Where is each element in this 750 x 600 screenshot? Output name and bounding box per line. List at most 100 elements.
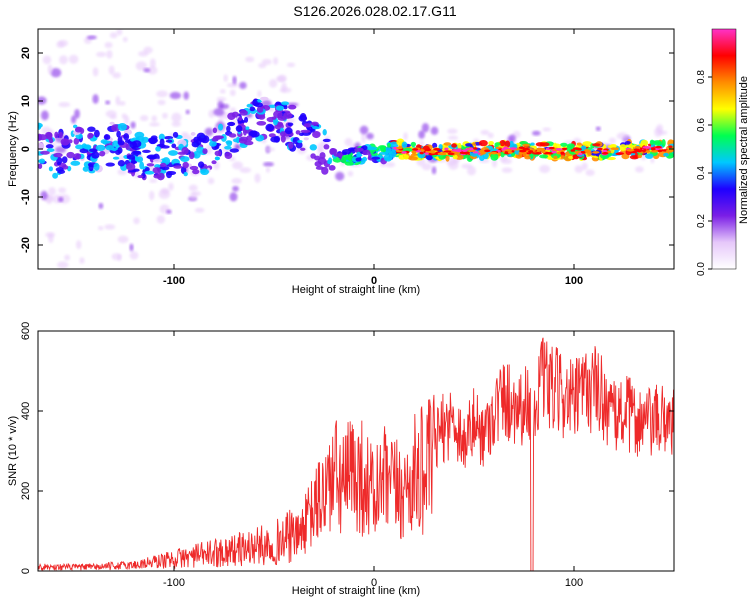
heatmap-noise-blob xyxy=(149,122,160,127)
snr-y-ticks: 0 200 400 600 xyxy=(20,322,674,574)
heatmap-ridge-blob xyxy=(295,130,301,135)
heatmap-ridge-blob xyxy=(132,140,142,148)
heatmap-ridge-blob xyxy=(146,163,155,167)
heatmap-ridge-blob xyxy=(105,162,115,167)
heatmap-ridge-blob xyxy=(451,143,458,148)
heatmap-noise-blob xyxy=(208,109,215,118)
heatmap-ridge-blob xyxy=(125,143,130,151)
heatmap-noise-blob xyxy=(157,99,166,106)
heatmap-ridge-blob xyxy=(93,162,100,171)
heatmap-ridge-blob xyxy=(38,142,45,151)
heatmap-core-blob xyxy=(484,149,491,153)
heatmap-noise-blob xyxy=(40,190,48,200)
heatmap-ridge-blob xyxy=(235,125,243,132)
snr-x-ticks: -100 0 100 xyxy=(163,331,583,589)
heatmap-ridge-blob xyxy=(252,99,258,106)
heatmap-noise-blob xyxy=(75,240,82,250)
heatmap-ridge-blob xyxy=(649,139,655,145)
heatmap-noise-blob xyxy=(156,215,166,224)
heatmap-ridge-blob xyxy=(227,121,236,127)
heatmap-ridge-blob xyxy=(389,141,399,149)
snr-x-label: Height of straight line (km) xyxy=(292,585,420,597)
heatmap-ridge-blob xyxy=(139,161,145,170)
heatmap-ridge-blob xyxy=(83,144,92,150)
heatmap-ridge-blob xyxy=(150,135,158,141)
heatmap-ridge-blob xyxy=(452,154,458,160)
heatmap-ridge-blob xyxy=(445,154,450,162)
heatmap-ridge-blob xyxy=(431,142,438,149)
heatmap-noise-blob xyxy=(92,67,99,77)
heatmap-core-blob xyxy=(411,148,419,151)
heatmap-ridge-blob xyxy=(160,145,170,149)
heatmap-ridge-blob xyxy=(287,122,294,127)
heatmap-noise-blob xyxy=(151,115,158,122)
heatmap-noise-blob xyxy=(42,55,52,65)
heatmap-core-blob xyxy=(528,150,534,153)
heatmap-ridge-blob xyxy=(158,133,165,141)
heatmap-ridge-blob xyxy=(117,122,127,131)
spectrogram-x-ticks: -100 0 100 xyxy=(163,29,583,287)
heatmap-ridge-blob xyxy=(478,139,488,147)
heatmap-noise-blob xyxy=(143,68,151,73)
heatmap-noise-blob xyxy=(232,185,239,192)
heatmap-ridge-blob xyxy=(91,151,100,159)
heatmap-noise-blob xyxy=(194,207,205,213)
heatmap-ridge-blob xyxy=(130,160,138,164)
heatmap-noise-blob xyxy=(108,65,115,75)
colorbar: 0.0 0.2 0.4 0.6 0.8 Normalized spectral ampl… xyxy=(696,28,750,276)
heatmap-ridge-blob xyxy=(323,144,330,150)
heatmap-noise-blob xyxy=(344,138,353,147)
heatmap-ridge-blob xyxy=(88,148,98,153)
spectrogram-x-tick-label: 0 xyxy=(371,275,377,287)
heatmap-ridge-blob xyxy=(408,156,418,161)
heatmap-ridge-blob xyxy=(663,152,669,157)
heatmap-noise-blob xyxy=(608,137,617,144)
heatmap-core-blob xyxy=(597,147,603,151)
heatmap-noise-blob xyxy=(149,190,155,201)
heatmap-ridge-blob xyxy=(53,152,63,158)
heatmap-noise-blob xyxy=(219,89,226,94)
snr-y-tick-label: 200 xyxy=(20,482,32,500)
heatmap-noise-blob xyxy=(96,51,107,57)
heatmap-noise-blob xyxy=(57,261,69,269)
heatmap-ridge-blob xyxy=(275,105,285,111)
spectrogram-x-tick-label: 100 xyxy=(565,275,583,287)
heatmap-noise-blob xyxy=(64,254,71,261)
heatmap-ridge-blob xyxy=(524,155,531,160)
heatmap-core-blob xyxy=(434,148,439,151)
heatmap-noise-blob xyxy=(229,107,236,113)
heatmap-core-blob xyxy=(443,150,452,153)
heatmap-core-blob xyxy=(578,152,583,156)
heatmap-noise-blob xyxy=(166,209,172,214)
heatmap-noise-blob xyxy=(574,165,584,174)
heatmap-ridge-blob xyxy=(245,126,250,131)
heatmap-noise-blob xyxy=(229,89,236,97)
heatmap-ridge-blob xyxy=(123,133,130,141)
heatmap-core-blob xyxy=(668,145,673,149)
colorbar-tick-label: 0.6 xyxy=(696,118,707,132)
heatmap-ridge-blob xyxy=(172,131,179,138)
colorbar-ticks: 0.0 0.2 0.4 0.6 0.8 xyxy=(696,70,712,276)
heatmap-ridge-blob xyxy=(129,138,135,142)
heatmap-core-blob xyxy=(633,148,640,152)
heatmap-ridge-blob xyxy=(193,136,200,143)
spectrogram-y-tick-label: -10 xyxy=(20,189,32,205)
heatmap-ridge-blob xyxy=(73,153,82,160)
heatmap-core-blob xyxy=(634,145,641,149)
spectrogram-heatmap xyxy=(38,29,674,269)
heatmap-ridge-blob xyxy=(629,155,640,160)
heatmap-noise-blob xyxy=(501,167,513,173)
heatmap-ridge-blob xyxy=(105,144,115,151)
heatmap-ridge-blob xyxy=(124,139,132,143)
heatmap-noise-blob xyxy=(130,121,136,129)
heatmap-ridge-blob xyxy=(88,133,95,138)
heatmap-core-blob xyxy=(473,147,478,150)
heatmap-core-blob xyxy=(626,148,635,152)
heatmap-noise-blob xyxy=(232,75,237,85)
heatmap-ridge-blob xyxy=(265,123,275,132)
heatmap-core-blob xyxy=(468,147,474,151)
heatmap-ridge-blob xyxy=(371,156,381,160)
heatmap-ridge-blob xyxy=(303,123,312,128)
heatmap-ridge-blob xyxy=(298,115,308,122)
heatmap-noise-blob xyxy=(74,108,80,119)
